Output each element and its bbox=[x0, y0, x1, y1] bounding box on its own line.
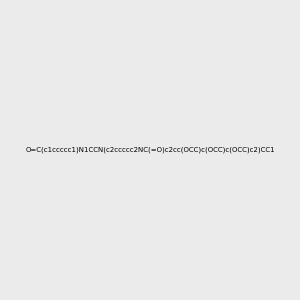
Text: O=C(c1ccccc1)N1CCN(c2ccccc2NC(=O)c2cc(OCC)c(OCC)c(OCC)c2)CC1: O=C(c1ccccc1)N1CCN(c2ccccc2NC(=O)c2cc(OC… bbox=[25, 147, 275, 153]
